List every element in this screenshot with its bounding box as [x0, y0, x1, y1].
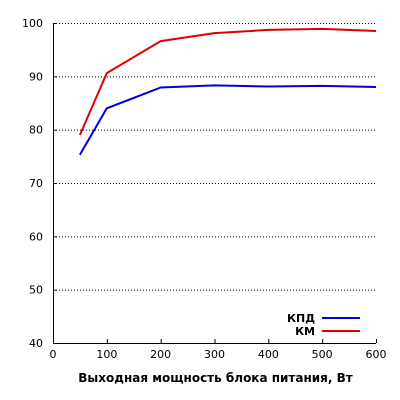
y-tick-label: 60 [29, 230, 43, 243]
y-tick-label: 100 [22, 17, 43, 30]
series-line-КПД [79, 84, 377, 156]
x-tick-label: 600 [366, 348, 387, 361]
legend-label: КПД [287, 312, 315, 325]
y-tick-label: 80 [29, 124, 43, 137]
legend-label: КМ [295, 325, 315, 338]
x-tick-label: 0 [50, 348, 57, 361]
x-axis-title: Выходная мощность блока питания, Вт [78, 371, 353, 385]
series-lines [78, 27, 377, 156]
y-axis-ticks: 40 50 60 70 80 90 100 [22, 17, 57, 350]
x-tick-label: 200 [150, 348, 171, 361]
y-tick-label: 40 [29, 337, 43, 350]
x-tick-label: 400 [258, 348, 279, 361]
y-tick-label: 70 [29, 177, 43, 190]
x-tick-label: 100 [96, 348, 117, 361]
grid [53, 23, 376, 291]
series-line-КМ [78, 27, 377, 136]
x-tick-label: 300 [204, 348, 225, 361]
y-tick-label: 50 [29, 284, 43, 297]
x-axis-ticks: 0 100 200 300 400 500 600 [50, 339, 387, 361]
x-tick-label: 500 [312, 348, 333, 361]
y-tick-label: 90 [29, 70, 43, 83]
